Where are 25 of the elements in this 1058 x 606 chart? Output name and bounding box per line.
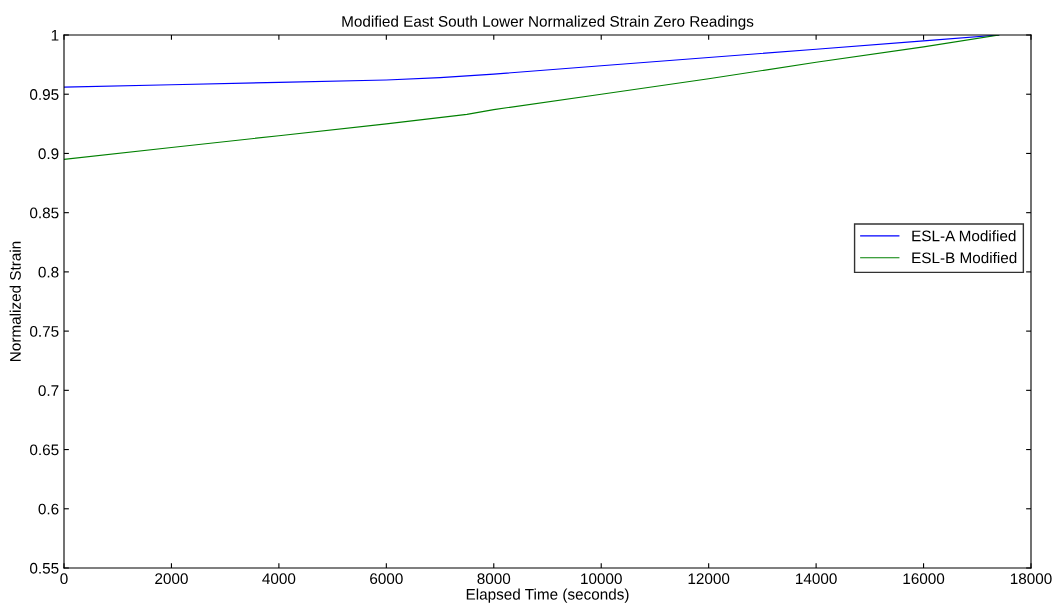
y-tick-label: 0.7 [38,385,59,397]
x-tick-label: 4000 [262,573,296,585]
x-tick-label: 12000 [688,573,730,585]
y-tick-label: 0.6 [38,503,59,515]
y-tick-label: 0.65 [30,444,59,456]
y-tick-label: 0.8 [38,266,59,278]
x-axis-title: Elapsed Time (seconds) [466,588,629,603]
x-tick-label: 8000 [477,573,511,585]
x-tick-label: 2000 [155,573,188,585]
x-tick-label: 18000 [1010,573,1052,585]
y-tick-label: 0.55 [30,562,59,574]
x-tick-label: 10000 [581,573,622,585]
y-tick-label: 0.9 [38,148,59,160]
chart-title: Modified East South Lower Normalized Strain Zero Readings [342,15,754,30]
y-tick-label: 0.75 [30,325,59,337]
y-tick-label: 1 [51,30,59,41]
y-tick-label: 0.85 [30,207,59,219]
legend-label: ESL-B Modified [912,252,1017,264]
y-tick-label: 0.95 [30,89,59,100]
x-tick-label: 6000 [370,573,403,585]
x-tick-label: 14000 [796,573,837,585]
y-axis-title: Normalized Strain [9,241,21,361]
x-tick-label: 0 [60,573,68,585]
x-tick-label: 16000 [903,573,945,585]
legend-label: ESL-A Modified [912,230,1016,242]
